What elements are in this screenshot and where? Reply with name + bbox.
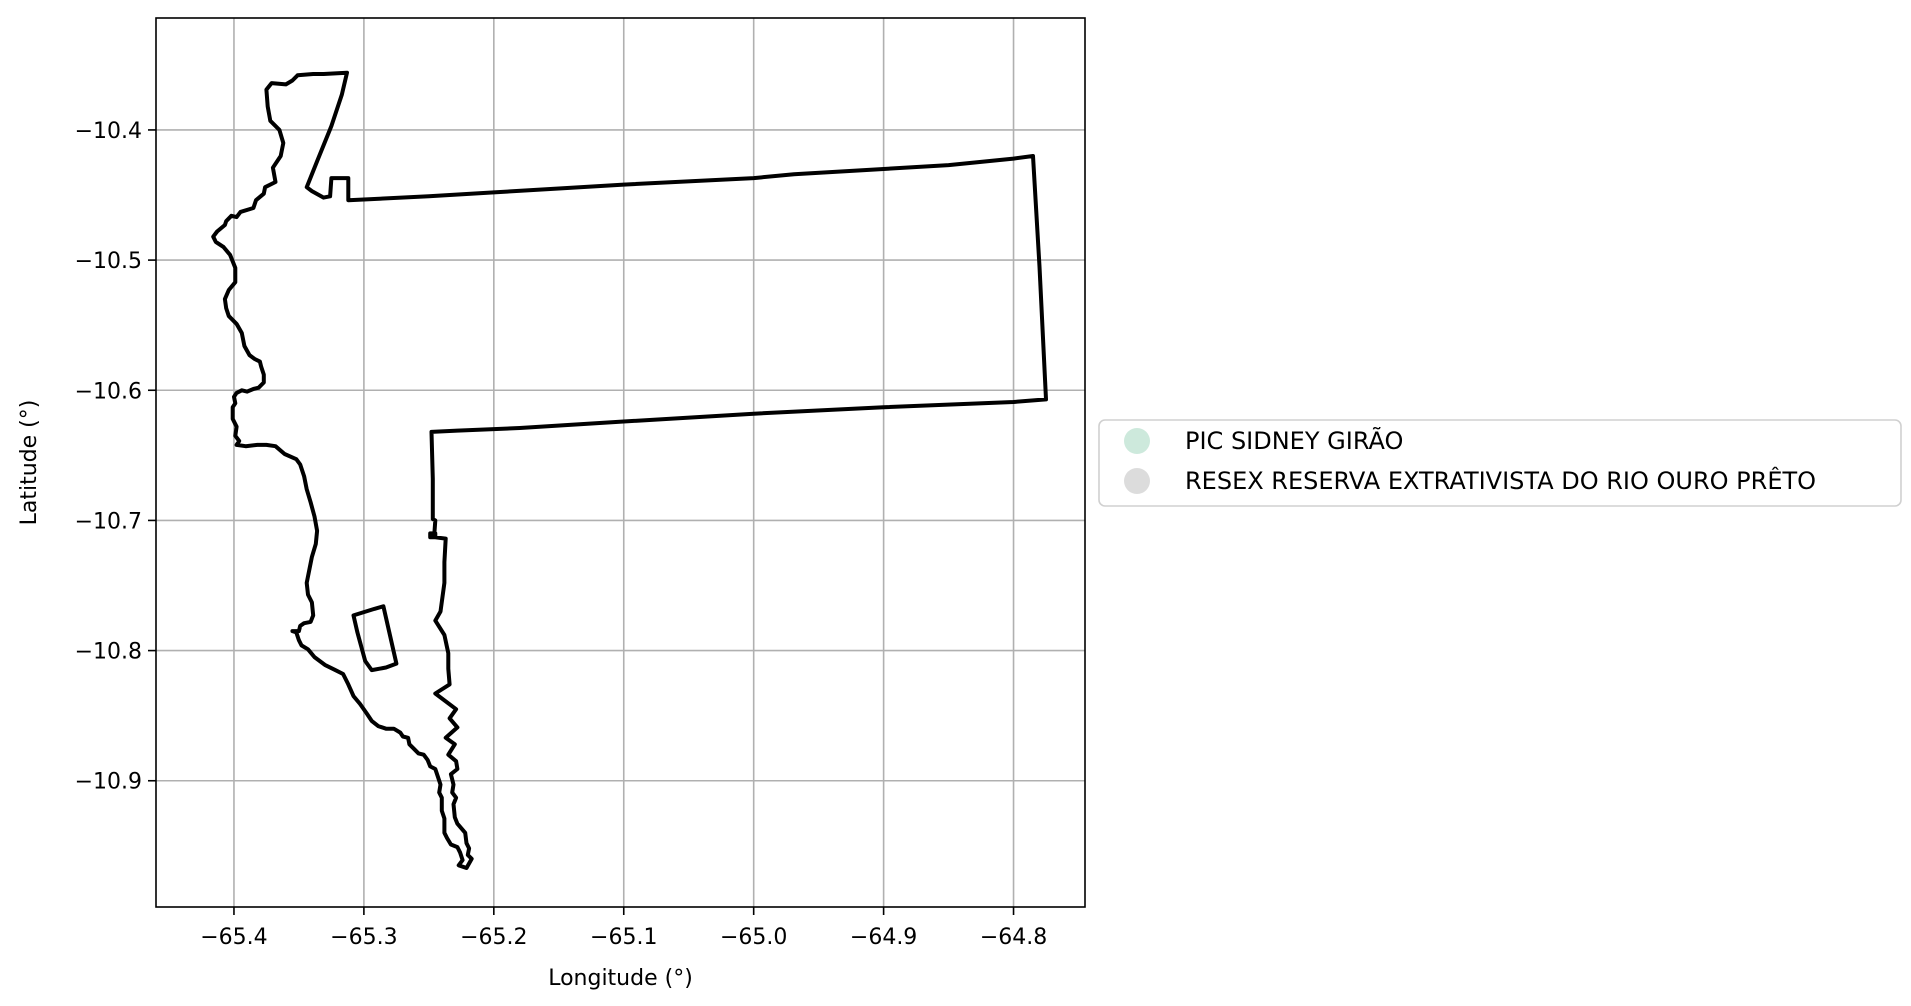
x-tick-label: −65.2 — [460, 925, 527, 950]
y-tick-label: −10.6 — [75, 379, 142, 404]
grid — [156, 18, 1085, 907]
legend-frame — [1098, 419, 1902, 507]
boundary-main — [211, 70, 1048, 870]
y-tick-label: −10.4 — [75, 119, 142, 144]
y-axis-label: Latitude (°) — [17, 400, 42, 526]
boundary-enclave — [351, 604, 399, 673]
y-tick-label: −10.9 — [75, 770, 142, 795]
x-tick-label: −65.0 — [720, 925, 787, 950]
legend-marker-pic-sidney-girao — [1124, 428, 1150, 454]
legend-label-resex-rio-ouro-preto: RESEX RESERVA EXTRATIVISTA DO RIO OURO P… — [1185, 466, 1816, 495]
x-tick-label: −64.8 — [980, 925, 1047, 950]
plot-area-frame — [155, 17, 1086, 908]
x-tick-label: −65.1 — [590, 925, 657, 950]
map-features — [211, 70, 1048, 870]
x-tick-label: −64.9 — [850, 925, 917, 950]
legend: PIC SIDNEY GIRÃO RESEX RESERVA EXTRATIVI… — [1098, 419, 1902, 507]
y-tick-label: −10.8 — [75, 640, 142, 665]
legend-marker-resex-rio-ouro-preto — [1124, 468, 1150, 494]
x-axis-label: Longitude (°) — [548, 966, 693, 991]
x-tick-label: −65.4 — [200, 925, 267, 950]
legend-label-pic-sidney-girao: PIC SIDNEY GIRÃO — [1185, 425, 1403, 455]
y-tick-label: −10.5 — [75, 249, 142, 274]
y-tick-label: −10.7 — [75, 509, 142, 534]
x-tick-label: −65.3 — [330, 925, 397, 950]
axis-ticks: −65.4 −65.3 −65.2 −65.1 −65.0 −64.9 −64.8 −10.4… — [75, 119, 1048, 950]
